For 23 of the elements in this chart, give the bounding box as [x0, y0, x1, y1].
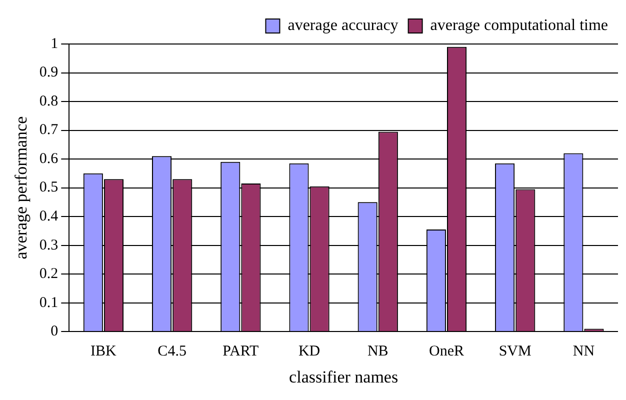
y-tick-label: 1 [50, 36, 58, 52]
y-tick-label: 0.7 [39, 122, 59, 138]
y-tick-label: 0.2 [39, 266, 58, 282]
x-axis-title: classifier names [289, 367, 398, 386]
legend-label: average computational time [430, 17, 608, 34]
y-axis-title: average performance [12, 116, 31, 260]
legend-label: average accuracy [288, 17, 398, 34]
y-tick-label: 0 [50, 324, 58, 340]
y-tick-label: 0.5 [39, 180, 58, 196]
x-tick-label: NB [367, 344, 388, 360]
x-tick-label: OneR [428, 344, 464, 360]
y-tick-label: 0.8 [39, 93, 58, 110]
x-tick-label: PART [222, 344, 259, 360]
x-tick-label: KD [298, 344, 320, 360]
x-tick-label: IBK [90, 344, 117, 360]
y-tick-label: 0.3 [39, 237, 58, 254]
y-tick-label: 0.6 [39, 150, 59, 167]
y-tick-label: 0.4 [39, 208, 59, 224]
x-tick-label: C4.5 [158, 344, 186, 360]
x-tick-label: NN [572, 344, 595, 360]
x-tick-label: SVM [498, 344, 532, 360]
y-tick-label: 0.9 [39, 64, 58, 81]
y-tick-label: 0.1 [39, 294, 58, 311]
